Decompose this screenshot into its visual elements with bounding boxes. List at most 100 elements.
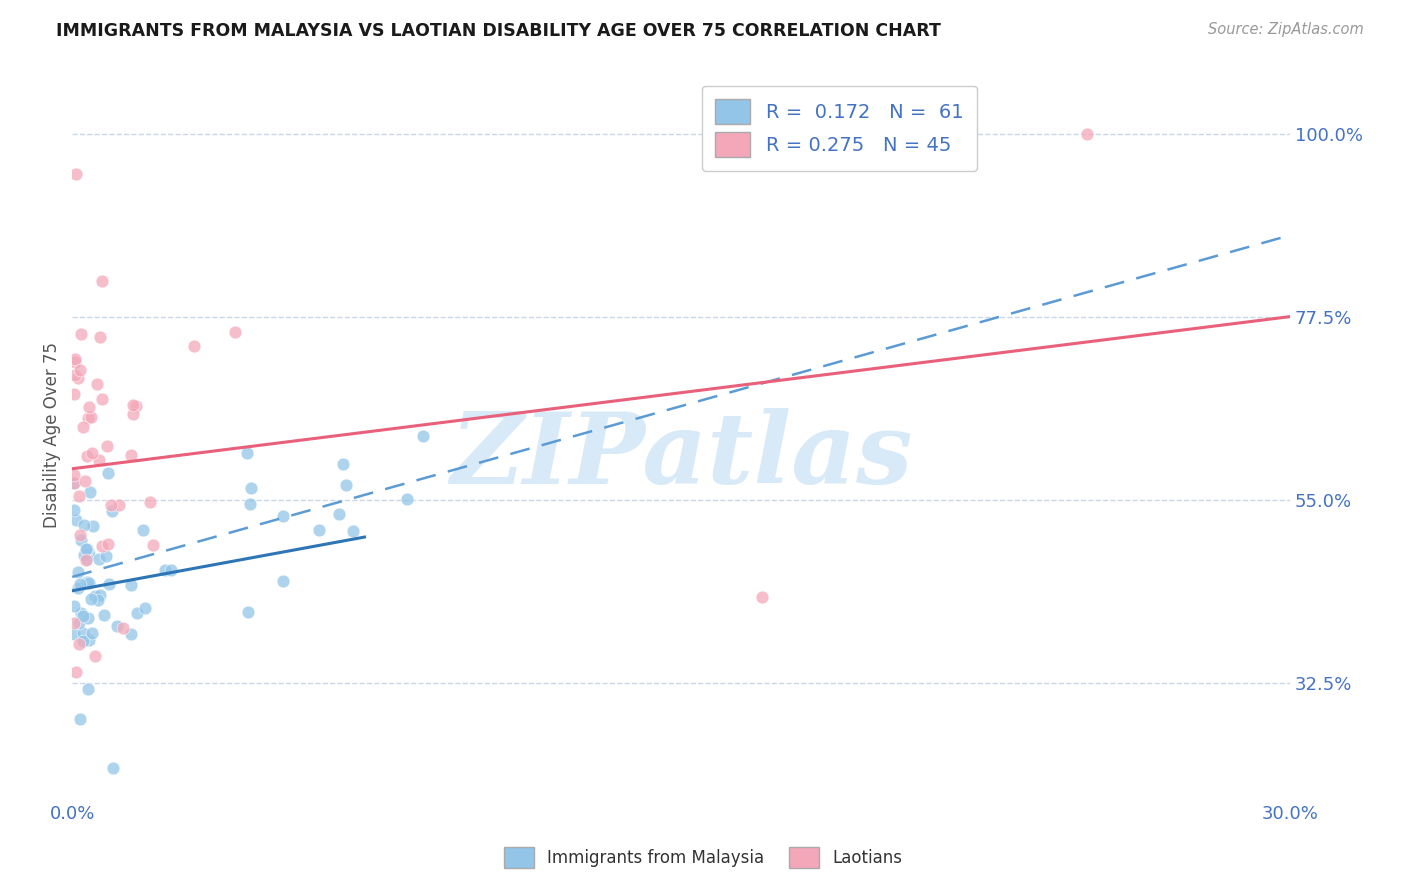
Point [76, 542, 98, 557]
Text: Source: ZipAtlas.com: Source: ZipAtlas.com [1208, 22, 1364, 37]
Point [72, 548, 94, 562]
Point [87, 452, 110, 467]
Point [90, 392, 112, 406]
Point [76, 574, 98, 589]
Point [240, 481, 263, 495]
Point [65, 167, 87, 181]
Point [69, 712, 91, 726]
Point [236, 605, 259, 619]
Point [63, 627, 86, 641]
Point [122, 407, 145, 421]
Point [77, 682, 100, 697]
Point [65, 665, 87, 679]
Point [335, 478, 357, 492]
Point [69, 363, 91, 377]
Point [308, 524, 330, 538]
Point [63, 387, 86, 401]
Point [751, 591, 773, 605]
Point [108, 498, 131, 512]
Point [63, 467, 86, 482]
Point [66, 581, 89, 595]
Point [72, 609, 94, 624]
Point [63, 503, 86, 517]
Point [69, 326, 91, 341]
Point [80, 625, 103, 640]
Point [132, 523, 155, 537]
Point [239, 497, 262, 511]
Point [90, 540, 112, 554]
Point [79, 485, 101, 500]
Point [98, 576, 121, 591]
Point [80, 592, 103, 607]
Point [105, 619, 128, 633]
Point [70, 533, 93, 548]
Text: IMMIGRANTS FROM MALAYSIA VS LAOTIAN DISABILITY AGE OVER 75 CORRELATION CHART: IMMIGRANTS FROM MALAYSIA VS LAOTIAN DISA… [56, 22, 941, 40]
Point [342, 524, 364, 538]
Point [103, 761, 125, 775]
Point [63, 352, 86, 367]
Point [63, 599, 86, 614]
Point [139, 495, 162, 509]
Point [97, 467, 120, 481]
Point [76, 411, 98, 425]
Point [67, 370, 90, 384]
Point [63, 476, 86, 491]
Point [63, 475, 86, 490]
Point [125, 399, 148, 413]
Point [72, 626, 94, 640]
Point [75, 475, 97, 489]
Point [73, 518, 96, 533]
Point [80, 410, 103, 425]
Point [1076, 127, 1098, 141]
Text: ZIPatlas: ZIPatlas [450, 409, 912, 505]
Point [100, 498, 122, 512]
Point [77, 547, 100, 561]
Point [224, 326, 246, 340]
Point [94, 549, 117, 563]
Point [67, 489, 90, 503]
Point [328, 507, 350, 521]
Point [89, 588, 111, 602]
Point [112, 621, 135, 635]
Point [134, 601, 156, 615]
Legend: R =  0.172   N =  61, R = 0.275   N = 45: R = 0.172 N = 61, R = 0.275 N = 45 [702, 86, 977, 170]
Point [83, 589, 105, 603]
Point [89, 551, 111, 566]
Point [75, 553, 97, 567]
Point [77, 633, 100, 648]
Point [76, 552, 98, 566]
Point [72, 633, 94, 648]
Point [75, 542, 97, 557]
Point [89, 330, 111, 344]
Point [120, 578, 142, 592]
Point [236, 446, 259, 460]
Point [77, 401, 100, 415]
Point [396, 491, 419, 506]
Point [67, 637, 90, 651]
Point [69, 577, 91, 591]
Legend: Immigrants from Malaysia, Laotians: Immigrants from Malaysia, Laotians [496, 840, 910, 875]
Point [101, 504, 124, 518]
Point [332, 457, 354, 471]
Point [76, 449, 98, 463]
Point [160, 564, 183, 578]
Point [65, 513, 87, 527]
Point [271, 574, 294, 588]
Point [63, 354, 86, 368]
Point [77, 575, 100, 590]
Point [142, 538, 165, 552]
Point [63, 615, 86, 630]
Point [97, 537, 120, 551]
Point [120, 627, 142, 641]
Point [90, 274, 112, 288]
Y-axis label: Disability Age Over 75: Disability Age Over 75 [44, 342, 60, 527]
Point [412, 429, 434, 443]
Point [82, 519, 104, 533]
Point [67, 566, 90, 580]
Point [83, 648, 105, 663]
Point [69, 606, 91, 620]
Point [76, 611, 98, 625]
Point [65, 368, 87, 382]
Point [86, 377, 108, 392]
Point [87, 592, 110, 607]
